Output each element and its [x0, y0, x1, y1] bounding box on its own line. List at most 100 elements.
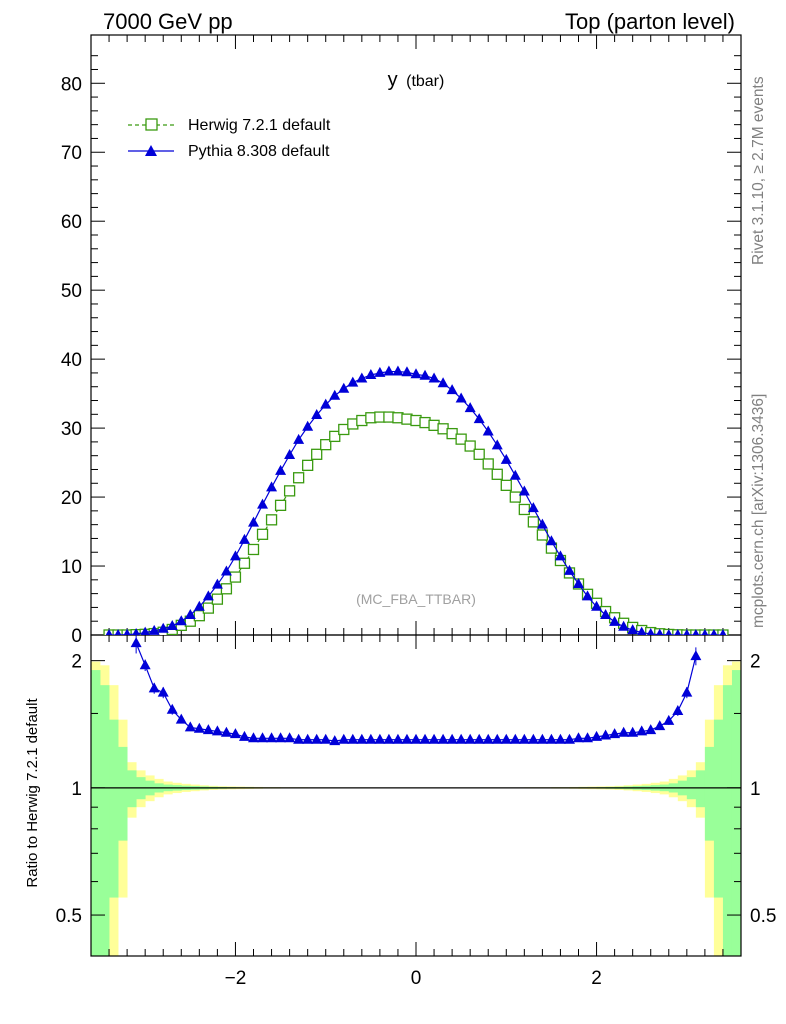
main-ytick-label: 0 [71, 626, 82, 647]
pythia-point [356, 372, 368, 383]
header-right-label: Top (parton level) [565, 9, 735, 34]
main-ytick-label: 10 [61, 557, 82, 578]
herwig-point [509, 491, 521, 503]
ratio-pythia-point [446, 733, 458, 744]
pythia-point [392, 365, 404, 376]
pythia-point [347, 376, 359, 387]
ratio-ytick-label-right: 0.5 [750, 906, 776, 927]
herwig-point [283, 485, 296, 497]
ratio-ytick-label: 1 [71, 779, 82, 800]
ratio-pythia-point [184, 721, 196, 732]
pythia-point [692, 629, 700, 635]
ratio-ytick-label-right: 2 [750, 652, 761, 673]
herwig-point [329, 430, 341, 443]
ratio-pythia-point [455, 733, 467, 744]
ratio-pythia-point [545, 733, 557, 744]
pythia-point [491, 439, 503, 450]
pythia-point [563, 564, 575, 575]
herwig-point [302, 459, 314, 471]
ratio-pythia-point [356, 733, 368, 744]
ratio-pythia-point [130, 637, 142, 648]
herwig-point [455, 433, 467, 445]
legend-label-herwig: Herwig 7.2.1 default [188, 117, 331, 134]
herwig-point [527, 516, 540, 528]
pythia-point [674, 629, 682, 635]
pythia-point [175, 615, 187, 626]
main-ytick-label: 80 [61, 74, 82, 95]
axis-ticks [90, 35, 742, 957]
herwig-point [311, 448, 323, 460]
ratio-pythia-point [320, 733, 332, 744]
ratio-pythia-point [374, 733, 386, 744]
ratio-pythia-point [139, 659, 151, 670]
ratio-pythia-point [365, 733, 377, 744]
ratio-pythia-point [148, 682, 160, 693]
stat-band [127, 770, 137, 808]
pythia-point [573, 577, 584, 588]
pythia-point [202, 590, 214, 601]
main-series-layer [103, 365, 729, 635]
legend-entry-herwig: Herwig 7.2.1 default [128, 117, 331, 134]
ratio-pythia-point [157, 686, 169, 697]
ratio-xtick-label: 0 [411, 968, 422, 989]
main-ytick-label: 50 [61, 281, 82, 302]
stat-band [704, 746, 715, 841]
herwig-point [464, 440, 476, 452]
pythia-point [637, 626, 647, 635]
ratio-pythia-point [473, 733, 485, 744]
pythia-point [710, 629, 718, 635]
stat-band [109, 719, 119, 898]
pythia-point [500, 453, 512, 464]
ratio-pythia-point [383, 733, 395, 744]
ratio-pythia-point [193, 722, 205, 733]
ratio-pythia-point [645, 724, 657, 735]
ratio-pythia-point [311, 733, 323, 744]
pythia-point [148, 624, 160, 635]
herwig-point [220, 583, 233, 595]
pythia-point [683, 629, 691, 635]
ratio-pythia-point [627, 726, 639, 737]
pythia-point [401, 366, 413, 377]
ratio-pythia-point [238, 730, 250, 741]
pythia-point [428, 372, 440, 383]
header-left-label: 7000 GeV pp [103, 9, 233, 34]
ratio-pythia-point [663, 714, 675, 725]
pythia-point [618, 620, 630, 631]
ratio-pythia-point [491, 733, 503, 744]
herwig-point [274, 499, 287, 511]
ratio-pythia-point [509, 733, 521, 744]
pythia-point [157, 622, 169, 633]
ratio-pythia-point [266, 732, 278, 743]
ratio-pythia-point [338, 733, 350, 744]
pythia-point [482, 425, 494, 436]
ratio-pythia-point [202, 724, 214, 735]
main-ytick-label: 60 [61, 212, 82, 233]
pythia-point [609, 615, 621, 626]
ratio-pythia-point [536, 733, 548, 744]
ratio-ytick-label-right: 1 [750, 779, 761, 800]
pythia-point [275, 464, 287, 475]
pythia-point [518, 485, 530, 496]
pythia-point [293, 433, 305, 444]
herwig-point [320, 439, 332, 451]
ratio-ylabel: Ratio to Herwig 7.2.1 default [24, 698, 41, 888]
stat-band [731, 670, 741, 956]
ratio-xtick-label: 2 [591, 968, 602, 989]
pythia-point [437, 377, 449, 388]
pythia-point [365, 369, 377, 379]
pythia-point [166, 620, 178, 631]
pythia-point [646, 627, 655, 635]
legend-label-pythia: Pythia 8.308 default [188, 143, 330, 160]
pythia-point [114, 629, 122, 635]
ratio-pythia-point [248, 732, 259, 743]
herwig-point [247, 543, 260, 556]
pythia-point [140, 626, 150, 635]
herwig-point [265, 514, 278, 526]
axis-tick-labels: 0 10 20 30 40 50 60 70 80 −2 0 2 0.5 0.5 1 1 2 2 [56, 74, 777, 989]
herwig-point [238, 557, 251, 569]
ratio-pythia-point [464, 733, 476, 744]
ratio-pythia-point [229, 728, 241, 739]
pythia-point [132, 627, 141, 635]
ratio-pythia-point [582, 732, 594, 743]
